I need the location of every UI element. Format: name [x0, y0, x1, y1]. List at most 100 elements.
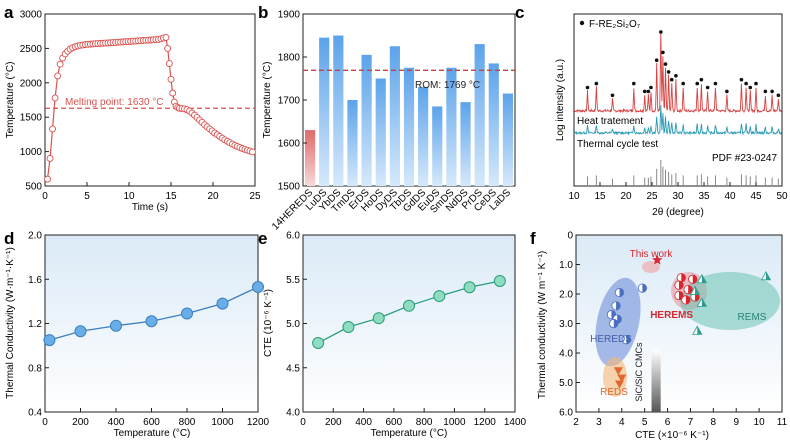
conductivity-point: [74, 325, 87, 338]
panel-d-y-tick-label: 2.0: [28, 231, 42, 242]
panel-a-x-tick-label: 20: [207, 191, 219, 202]
panel-c-x-tick-label: 20: [620, 191, 632, 202]
bar-14hereds: [304, 130, 316, 186]
panel-d-chart: 0 200 400 600 800 1000 1200 0.4 0.8 1.2 1.6 2.0 Te…: [5, 231, 270, 440]
cte-point: [342, 321, 355, 334]
conductivity-point: [252, 280, 264, 293]
conductivity-point: [43, 334, 56, 347]
panel-e-y-tick-label: 5.0: [286, 319, 300, 330]
bar-tbds: [403, 67, 415, 186]
panel-d-y-tick-label: 1.2: [28, 319, 42, 330]
reds-point: [613, 367, 623, 376]
peak-marker: [770, 89, 774, 94]
bar-dyds: [389, 46, 400, 186]
panel-d-x-tick-label: 1000: [211, 417, 234, 428]
panel-f-x-tick-label: 4: [619, 417, 625, 428]
rems-point-half: [695, 286, 700, 295]
panel-f-y-tick-label: 1.0: [559, 260, 573, 271]
this-work-star: [652, 254, 663, 265]
panel-f-y-tick-label: 6.0: [559, 408, 573, 419]
peak-marker: [666, 70, 671, 74]
hereds-point-half: [616, 301, 621, 310]
sic-region: [651, 350, 661, 412]
cte-point: [433, 290, 446, 303]
bar-lads: [502, 93, 514, 186]
panel-d-y-tick-label: 0.8: [28, 363, 42, 374]
panel-e-x-tick-label: 200: [325, 417, 342, 428]
heat-treatment-pattern: [573, 32, 782, 114]
panel-d-x-tick-label: 1200: [247, 417, 270, 428]
cte-point: [312, 336, 325, 349]
peak-marker: [649, 85, 653, 90]
panel-f-x-tick-label: 9: [733, 417, 739, 428]
panel-d-x-tick-label: 600: [143, 417, 160, 428]
panel-label-b: b: [258, 3, 268, 22]
peak-marker: [663, 62, 668, 66]
panel-e-x-tick-label: 800: [416, 417, 433, 428]
sic-label: SiC/SiC CMCs: [634, 342, 644, 402]
panel-e-ylabel: CTE (10⁻⁶ K⁻¹): [263, 289, 274, 357]
panel-c-x-tick-label: 40: [724, 191, 736, 202]
temperature-point: [54, 72, 62, 80]
peak-marker: [674, 74, 678, 78]
panel-d-x-tick-label: 400: [108, 417, 125, 428]
peak-marker: [661, 50, 665, 55]
rems-point-half: [701, 274, 707, 283]
panel-c-x-tick-label: 45: [750, 191, 762, 202]
bar-euds: [432, 106, 443, 186]
bar-hods: [375, 78, 386, 186]
conductivity-point: [216, 297, 229, 310]
panel-e-y-tick-label: 4.0: [286, 408, 300, 419]
panel-a-x-tick-label: 10: [123, 191, 135, 202]
panel-e-y-tick-label: 5.5: [286, 275, 300, 286]
temperature-point: [162, 33, 170, 41]
legend-label: F-RE₂Si₂O₇: [589, 19, 641, 30]
panel-f-y-tick-label: 5.0: [559, 378, 573, 389]
rom-label: ROM: 1769 °C: [415, 80, 480, 91]
reds-point: [614, 380, 624, 389]
peak-marker: [594, 81, 599, 86]
herems-label: HEREMS: [650, 310, 693, 321]
panel-a-x-tick-label: 5: [84, 191, 90, 202]
panel-c-x-tick-label: 25: [646, 191, 658, 202]
panel-a-y-tick-label: 2500: [20, 44, 43, 55]
reds-region: [603, 357, 627, 397]
panel-e-x-tick-label: 0: [300, 417, 306, 428]
reds-point: [617, 374, 627, 383]
heat-treatment-label: Heat tratement: [577, 116, 643, 127]
panel-e-x-tick-label: 1000: [443, 417, 466, 428]
this-work-label: This work: [630, 249, 674, 260]
bar-luds: [319, 37, 330, 187]
hereds-point-half: [626, 335, 631, 344]
peak-marker: [739, 77, 744, 82]
bar-ceds: [488, 63, 499, 187]
panel-label-d: d: [4, 229, 14, 248]
peak-marker: [695, 81, 700, 86]
bar-smds: [446, 67, 457, 186]
rems-point-half: [765, 271, 771, 280]
panel-a-x-tick-label: 0: [42, 191, 48, 202]
peak-marker: [744, 81, 748, 86]
hereds-label: HEREDS: [590, 334, 632, 345]
panel-c-x-tick-label: 50: [776, 191, 788, 202]
panel-d-x-tick-label: 800: [179, 417, 196, 428]
panel-f-y-tick-label: 4.0: [559, 349, 573, 360]
panel-c-x-tick-label: 10: [568, 191, 580, 202]
panel-f-x-tick-label: 2: [573, 417, 579, 428]
panel-b-y-tick-label: 1600: [278, 139, 301, 150]
rems-label: REMS: [738, 312, 767, 323]
panel-e-x-tick-label: 1200: [474, 417, 497, 428]
panel-label-e: e: [258, 229, 267, 248]
peak-marker: [705, 85, 710, 90]
panel-c-chart: F-RE₂Si₂O₇ Heat tratement Thermal cycle …: [555, 13, 788, 218]
temperature-point: [46, 155, 54, 162]
panel-a-xlabel: Time (s): [132, 202, 168, 213]
panel-d-y-tick-label: 1.6: [28, 275, 42, 286]
rems-region: [680, 272, 780, 330]
cte-point: [403, 299, 415, 312]
hereds-point-half: [613, 319, 618, 328]
peak-marker: [725, 89, 729, 94]
peak-marker: [659, 30, 663, 34]
